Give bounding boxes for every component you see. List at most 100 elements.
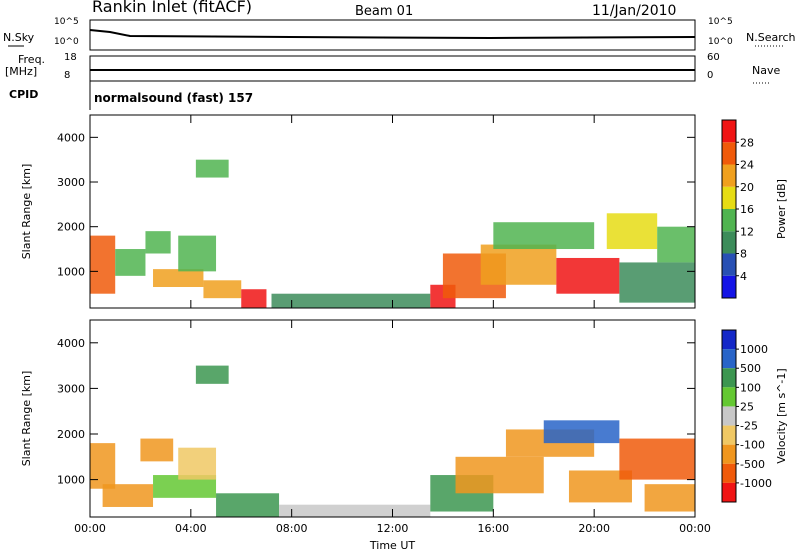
y-tick-label: 1000 [57,474,85,487]
colorbar-tick-label: -100 [740,439,765,452]
power-data-region [90,235,116,294]
x-axis-label: Time UT [369,539,415,552]
colorbar-swatch [722,253,736,276]
colorbar-tick-label: 24 [740,159,754,172]
cpid-label: CPID [9,88,39,101]
nsearch-tick-top: 10^5 [708,17,733,27]
colorbar-swatch [722,164,736,187]
x-tick-label: 08:00 [276,522,308,535]
colorbar-swatch [722,425,736,445]
colorbar-swatch [722,368,736,388]
colorbar-swatch [722,142,736,165]
y-axis-label: Slant Range [km] [20,371,33,467]
y-tick-label: 4000 [57,131,85,144]
power-data-region [115,249,146,276]
x-tick-label: 20:00 [578,522,610,535]
power-data-region [556,257,620,294]
colorbar-frame [721,329,737,503]
station-title: Rankin Inlet (fitACF) [92,0,253,16]
colorbar-tick-label: 20 [740,181,754,194]
nave-tick-bottom: 0 [707,70,714,81]
colorbar-tick-label: 25 [740,400,754,413]
power-data-region [153,269,204,288]
colorbar-tick-label: 8 [740,248,747,261]
colorbar-swatch [722,231,736,254]
nsky-tick-top: 10^5 [54,17,79,27]
power-data-region [619,262,695,303]
freq-tick-top: 18 [64,52,77,63]
colorbar-tick-label: 500 [740,362,761,375]
velocity-data-region [140,438,174,462]
x-tick-label: 04:00 [175,522,207,535]
velocity-data-region [279,504,431,517]
power-data-region [203,280,242,299]
nave-label: Nave [752,64,781,77]
velocity-data-region [102,484,154,507]
colorbar-swatch [722,186,736,209]
colorbar-swatch [722,349,736,369]
colorbar-swatch [722,275,736,298]
power-data-region [271,293,431,308]
power-data-region [480,244,557,285]
velocity-data-region [644,484,695,512]
cpid-value: normalsound (fast) 157 [94,91,254,105]
nsky-tick-bottom: 10^0 [54,37,79,47]
x-tick-label: 12:00 [377,522,409,535]
nsearch-label: N.Search [746,31,796,44]
colorbar-tick-label: 16 [740,203,754,216]
velocity-data-region [195,365,229,384]
power-data-region [241,289,267,308]
power-data-region [195,159,229,178]
colorbar-tick-label: 12 [740,225,754,238]
colorbar-tick-label: -1000 [740,477,772,490]
colorbar-swatch [722,406,736,426]
y-tick-label: 3000 [57,176,85,189]
freq-tick-bottom: 8 [64,70,71,81]
velocity-data-region [90,443,116,489]
colorbar-swatch [722,482,736,502]
colorbar-tick-label: -500 [740,458,765,471]
colorbar-label: Velocity [m s^-1] [775,368,788,463]
freq-label: Freq. [18,53,46,66]
velocity-data-region [178,447,217,480]
velocity-data-region [455,456,544,494]
colorbar-swatch [722,330,736,350]
nave-tick-top: 60 [707,52,720,63]
y-tick-label: 4000 [57,337,85,350]
y-axis-label: Slant Range [km] [20,164,33,260]
freq-panel-frame [89,55,696,82]
colorbar-swatch [722,209,736,232]
x-tick-label: 00:00 [74,522,106,535]
velocity-data-region [153,475,217,498]
y-tick-label: 3000 [57,382,85,395]
date-title: 11/Jan/2010 [592,3,677,19]
colorbar-tick-label: 28 [740,136,754,149]
y-tick-label: 2000 [57,221,85,234]
y-tick-label: 2000 [57,428,85,441]
colorbar-tick-label: 1000 [740,343,768,356]
nsky-panel-frame [89,19,696,51]
colorbar-tick-label: -25 [740,420,758,433]
nsky-trace [89,29,696,40]
colorbar-swatch [722,120,736,143]
x-tick-label: 00:00 [679,522,711,535]
power-data-region [145,231,171,254]
freq-unit: [MHz] [5,65,38,78]
power-data-region [493,222,595,250]
colorbar-tick-label: 4 [740,270,747,283]
nsky-label: N.Sky [3,31,35,44]
colorbar-tick-label: 100 [740,381,761,394]
x-tick-label: 16:00 [477,522,509,535]
colorbar-label: Power [dB] [775,179,788,239]
velocity-data-region [619,438,695,480]
power-data-region [606,213,658,250]
velocity-data-region [543,420,620,444]
colorbar-swatch [722,463,736,483]
power-data-region [178,235,217,272]
y-tick-label: 1000 [57,265,85,278]
colorbar-swatch [722,387,736,407]
beam-title: Beam 01 [355,4,414,19]
nsearch-tick-bottom: 10^0 [708,37,733,47]
power-data-region [657,226,695,263]
